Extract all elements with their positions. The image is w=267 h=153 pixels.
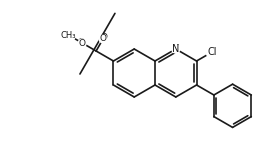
Text: CH₃: CH₃ <box>61 30 76 39</box>
Text: O: O <box>100 34 107 43</box>
Circle shape <box>61 28 75 42</box>
Text: N: N <box>172 44 179 54</box>
Circle shape <box>172 45 180 53</box>
Circle shape <box>78 39 86 47</box>
Text: N: N <box>172 44 179 54</box>
Circle shape <box>99 35 107 43</box>
Text: O: O <box>101 33 108 42</box>
Text: Cl: Cl <box>207 47 217 57</box>
Text: O: O <box>79 39 86 47</box>
Circle shape <box>206 46 218 58</box>
Text: Cl: Cl <box>207 47 217 57</box>
Text: O: O <box>77 37 84 47</box>
